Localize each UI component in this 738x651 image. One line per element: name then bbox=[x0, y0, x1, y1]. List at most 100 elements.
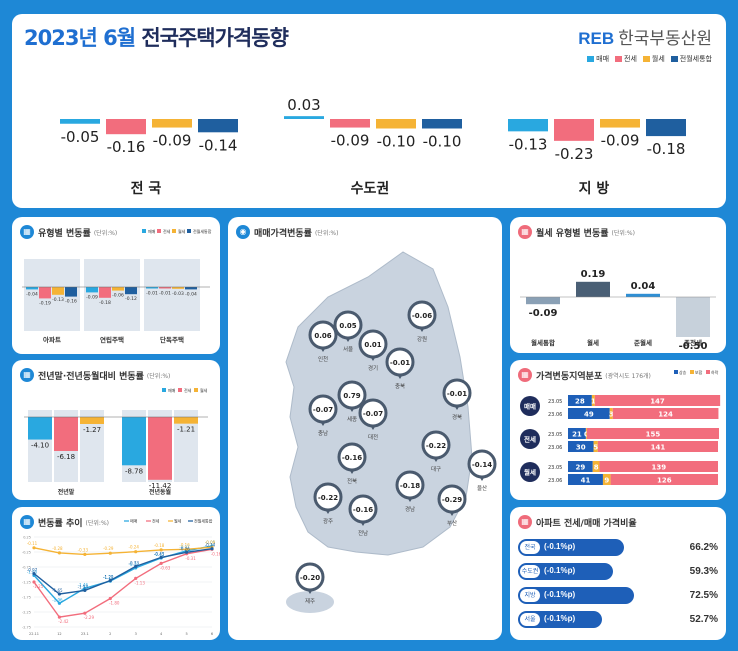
trend-value-label: -1.96 bbox=[52, 597, 63, 602]
map-region-value: 0.05 bbox=[339, 322, 356, 330]
wolse-value-label: 0.04 bbox=[631, 281, 656, 292]
dist-value-label: 49 bbox=[584, 411, 594, 419]
map-pin bbox=[337, 442, 367, 472]
map-region-value: -0.22 bbox=[426, 442, 446, 450]
chart-icon: ▦ bbox=[20, 368, 34, 382]
map-region-marker: -0.01 충북 bbox=[385, 347, 415, 390]
summary-value-label: -0.10 bbox=[423, 133, 462, 151]
map-region-name: 대구 bbox=[431, 465, 441, 473]
trend-point bbox=[134, 564, 138, 568]
map-region-marker: -0.01 경북 bbox=[442, 378, 472, 421]
dist-segment bbox=[592, 461, 600, 472]
map-card: ◉ 매매가격변동률 (단위:%) 0.06 인천 0.05 서울 0.01 경기 -0.06… bbox=[228, 217, 502, 640]
trend-y-tick: -1.75 bbox=[22, 596, 31, 600]
trend-value-label: -2.42 bbox=[58, 619, 69, 624]
dist-segment bbox=[597, 441, 718, 452]
trend-y-tick: -1.25 bbox=[22, 581, 31, 585]
region-label-national: 전 국 bbox=[130, 181, 162, 197]
trend-legend-label: 매매 bbox=[130, 518, 138, 524]
dist-segment bbox=[568, 408, 610, 419]
type-value-label: -0.01 bbox=[146, 291, 158, 297]
ratio-category-badge: 지방 bbox=[520, 589, 540, 602]
legend-item: 전세 bbox=[615, 54, 637, 64]
yoy-bar bbox=[122, 417, 146, 466]
yoy-value-label: -8.78 bbox=[125, 467, 143, 475]
map-region-name: 서울 bbox=[343, 345, 353, 353]
trend-value-label: -0.63 bbox=[160, 565, 171, 570]
trend-value-label: -1.53 bbox=[78, 584, 89, 589]
map-pin bbox=[385, 347, 415, 377]
ratio-bar: 전국 (-0.1%p) bbox=[518, 539, 624, 556]
type-legend-label: 월세 bbox=[178, 228, 186, 234]
dist-value-label: 3 bbox=[609, 411, 614, 419]
ratio-value-label: 52.7% bbox=[689, 614, 718, 625]
dist-value-label: 141 bbox=[651, 444, 666, 452]
yoy-legend-label: 전세 bbox=[184, 387, 192, 393]
map-region-marker: -0.22 대구 bbox=[421, 430, 451, 473]
trend-point bbox=[57, 592, 62, 596]
map-region-value: -0.16 bbox=[353, 506, 373, 514]
summary-value-label: -0.13 bbox=[509, 135, 548, 153]
type-bar bbox=[52, 287, 64, 295]
map-region-value: -0.01 bbox=[447, 390, 467, 398]
yoy-legend-swatch bbox=[194, 388, 198, 392]
type-panel-bg bbox=[84, 259, 140, 331]
map-region-marker: -0.07 충남 bbox=[308, 394, 338, 437]
type-category-label: 아파트 bbox=[43, 335, 61, 344]
type-value-label: -0.03 bbox=[172, 291, 184, 297]
type-bar bbox=[172, 287, 184, 289]
dist-segment bbox=[602, 474, 611, 485]
trend-point bbox=[108, 578, 112, 583]
wolse-header: ▦ 월세 유형별 변동률 (단위:%) bbox=[518, 225, 635, 239]
map-region-name: 경북 bbox=[452, 414, 462, 421]
trend-value-label: -2.29 bbox=[84, 615, 95, 620]
trend-value-label: -0.45 bbox=[154, 552, 165, 557]
map-pin bbox=[421, 430, 451, 460]
korea-map: 0.06인천0.05서울0.01경기-0.06강원-0.01충북0.79세종-0… bbox=[285, 251, 497, 613]
map-header: ◉ 매매가격변동률 (단위:%) bbox=[236, 225, 338, 239]
summary-bar bbox=[646, 119, 686, 137]
wolse-title: 월세 유형별 변동률 bbox=[536, 228, 609, 239]
yoy-legend-label: 월세 bbox=[200, 387, 208, 393]
trend-point bbox=[83, 588, 87, 592]
type-legend-label: 전세 bbox=[163, 228, 171, 234]
yoy-value-label: -11.42 bbox=[149, 482, 172, 490]
trend-point bbox=[134, 576, 138, 580]
trend-x-tick: 6 bbox=[211, 632, 213, 636]
trend-point bbox=[83, 611, 87, 615]
trend-x-tick: 4 bbox=[160, 632, 163, 636]
map-region-marker: 0.01 경기 bbox=[358, 329, 388, 372]
chart-icon: ▦ bbox=[518, 225, 532, 239]
type-value-label: -0.12 bbox=[125, 296, 137, 302]
dist-legend-label: 상승 bbox=[679, 369, 687, 375]
trend-point bbox=[83, 552, 87, 556]
ratio-change-label: (-0.1%p) bbox=[544, 566, 576, 575]
map-region-name: 인천 bbox=[318, 355, 328, 363]
trend-value-label: -1.80 bbox=[109, 601, 120, 606]
dist-segment bbox=[568, 474, 603, 485]
summary-value-label: 0.03 bbox=[287, 96, 320, 114]
dist-segment bbox=[612, 408, 719, 419]
trend-value-label: -1.13 bbox=[135, 580, 146, 585]
chart-icon: ▦ bbox=[518, 515, 532, 529]
dist-legend-label: 보합 bbox=[695, 369, 703, 375]
wolse-bar bbox=[526, 297, 560, 305]
trend-unit: (단위:%) bbox=[85, 519, 109, 527]
dist-value-label: 28 bbox=[575, 398, 585, 406]
dist-value-label: 8 bbox=[594, 464, 599, 472]
dist-legend-swatch bbox=[674, 370, 678, 374]
ratio-value-label: 59.3% bbox=[689, 566, 718, 577]
dist-value-label: 124 bbox=[658, 411, 673, 419]
trend-header: ▦ 변동률 추이 (단위:%) bbox=[20, 515, 109, 529]
map-pin bbox=[407, 300, 437, 330]
trend-x-tick: 5 bbox=[185, 632, 187, 636]
map-region-marker: 0.05 서울 bbox=[333, 310, 363, 353]
map-pin bbox=[295, 562, 325, 592]
ratio-title: 아파트 전세/매매 가격비율 bbox=[536, 518, 637, 529]
type-change-card: ▦ 유형별 변동률 (단위:%) -0.04 -0.19 -0.13 -0.16 아파트… bbox=[12, 217, 220, 354]
map-region-value: -0.29 bbox=[442, 496, 462, 504]
map-region-value: 0.01 bbox=[364, 341, 381, 349]
map-region-marker: -0.07 대전 bbox=[358, 398, 388, 441]
yoy-category-label: 전년동월 bbox=[149, 488, 172, 496]
